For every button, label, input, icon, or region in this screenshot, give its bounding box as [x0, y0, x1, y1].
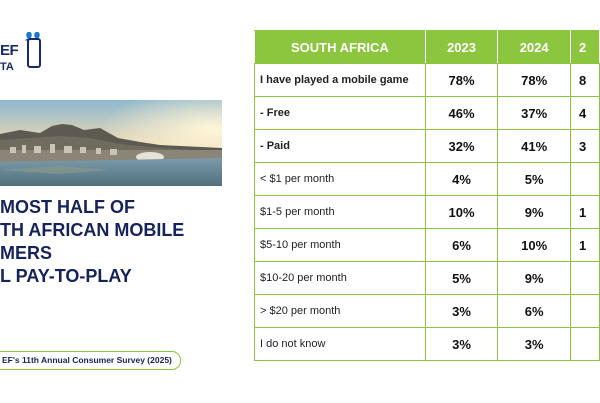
- cell-value: 4: [569, 96, 600, 130]
- cell-value: 6%: [424, 228, 499, 262]
- cell-value: 8: [569, 63, 600, 97]
- cell-value: 32%: [424, 129, 499, 163]
- cell-value: 78%: [424, 63, 499, 97]
- cell-value: 10%: [497, 228, 571, 262]
- logo-text-top: EF: [0, 42, 19, 59]
- cell-value: 3: [569, 129, 600, 163]
- table-row: > $20 per month 3% 6%: [254, 294, 600, 328]
- cell-value: 41%: [497, 129, 571, 163]
- cell-value: 6%: [497, 294, 571, 328]
- row-label: I do not know: [254, 327, 426, 361]
- cell-value: 10%: [424, 195, 499, 229]
- row-label: $10-20 per month: [254, 261, 426, 295]
- table-row: I have played a mobile game 78% 78% 8: [254, 63, 600, 97]
- header-year-2023: 2023: [424, 30, 499, 64]
- cell-value: 3%: [424, 294, 499, 328]
- cell-value: 5%: [424, 261, 499, 295]
- cell-value: [569, 294, 600, 328]
- cell-value: 3%: [424, 327, 499, 361]
- page-headline: MOST HALF OF TH AFRICAN MOBILE MERS L PA…: [0, 196, 240, 288]
- headline-line-4: L PAY-TO-PLAY: [0, 266, 132, 286]
- table-row: $5-10 per month 6% 10% 1: [254, 228, 600, 262]
- row-label: - Paid: [254, 129, 426, 163]
- cell-value: 37%: [497, 96, 571, 130]
- headline-line-3: MERS: [0, 243, 53, 263]
- cell-value: [569, 261, 600, 295]
- cell-value: 4%: [424, 162, 499, 196]
- row-label: > $20 per month: [254, 294, 426, 328]
- phone-icon: [27, 38, 41, 68]
- city-skyline-image: [0, 100, 222, 186]
- header-year-cut: 2: [569, 30, 600, 64]
- cell-value: 1: [569, 228, 600, 262]
- table-row: - Free 46% 37% 4: [254, 96, 600, 130]
- table-header-row: SOUTH AFRICA 2023 2024 2: [254, 30, 600, 64]
- table-row: - Paid 32% 41% 3: [254, 129, 600, 163]
- cell-value: 5%: [497, 162, 571, 196]
- cell-value: 78%: [497, 63, 571, 97]
- table-row: $1-5 per month 10% 9% 1: [254, 195, 600, 229]
- row-label: I have played a mobile game: [254, 63, 426, 97]
- cell-value: 9%: [497, 261, 571, 295]
- table-row: < $1 per month 4% 5%: [254, 162, 600, 196]
- row-label: $1-5 per month: [254, 195, 426, 229]
- source-note: EF's 11th Annual Consumer Survey (2025): [0, 351, 181, 370]
- cell-value: 3%: [497, 327, 571, 361]
- cape-town-photo: [0, 100, 222, 186]
- row-label: $5-10 per month: [254, 228, 426, 262]
- people-icon: 👤👤: [24, 32, 42, 41]
- table-row: $10-20 per month 5% 9%: [254, 261, 600, 295]
- header-country: SOUTH AFRICA: [254, 30, 426, 64]
- cell-value: [569, 327, 600, 361]
- cell-value: 9%: [497, 195, 571, 229]
- logo-text-bottom: TA: [0, 61, 14, 73]
- table-row: I do not know 3% 3%: [254, 327, 600, 361]
- headline-line-2: TH AFRICAN MOBILE: [0, 220, 185, 240]
- row-label: - Free: [254, 96, 426, 130]
- survey-table: SOUTH AFRICA 2023 2024 2 I have played a…: [254, 30, 600, 361]
- headline-line-1: MOST HALF OF: [0, 197, 135, 217]
- cell-value: 46%: [424, 96, 499, 130]
- cell-value: [569, 162, 600, 196]
- cell-value: 1: [569, 195, 600, 229]
- header-year-2024: 2024: [497, 30, 571, 64]
- brand-logo: 👤👤 EF TA: [0, 32, 50, 73]
- row-label: < $1 per month: [254, 162, 426, 196]
